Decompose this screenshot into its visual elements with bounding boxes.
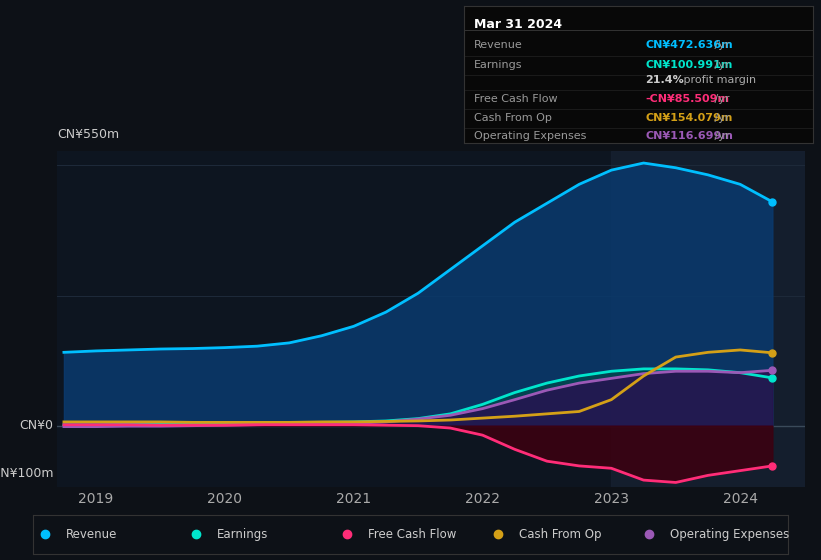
Text: Earnings: Earnings	[475, 59, 523, 69]
Text: CN¥154.079m: CN¥154.079m	[645, 113, 732, 123]
Text: Cash From Op: Cash From Op	[475, 113, 553, 123]
Text: Operating Expenses: Operating Expenses	[670, 528, 790, 540]
Text: Revenue: Revenue	[475, 40, 523, 50]
Text: /yr: /yr	[710, 113, 729, 123]
Bar	[612, 151, 805, 487]
Text: Operating Expenses: Operating Expenses	[475, 131, 587, 141]
Text: CN¥0: CN¥0	[20, 419, 53, 432]
Text: CN¥100.991m: CN¥100.991m	[645, 59, 732, 69]
Text: /yr: /yr	[710, 40, 729, 50]
Text: Cash From Op: Cash From Op	[519, 528, 602, 540]
Text: Mar 31 2024: Mar 31 2024	[475, 18, 562, 31]
Text: -CN¥100m: -CN¥100m	[0, 466, 53, 479]
Text: 21.4%: 21.4%	[645, 74, 684, 85]
Text: /yr: /yr	[710, 59, 729, 69]
Text: -CN¥85.509m: -CN¥85.509m	[645, 94, 729, 104]
Text: CN¥550m: CN¥550m	[57, 128, 120, 141]
Text: profit margin: profit margin	[680, 74, 756, 85]
Text: Revenue: Revenue	[66, 528, 117, 540]
Text: Free Cash Flow: Free Cash Flow	[475, 94, 558, 104]
Text: /yr: /yr	[710, 131, 729, 141]
Text: CN¥116.699m: CN¥116.699m	[645, 131, 733, 141]
Text: Free Cash Flow: Free Cash Flow	[368, 528, 456, 540]
Text: /yr: /yr	[710, 94, 729, 104]
Text: Earnings: Earnings	[217, 528, 268, 540]
Text: CN¥472.636m: CN¥472.636m	[645, 40, 733, 50]
